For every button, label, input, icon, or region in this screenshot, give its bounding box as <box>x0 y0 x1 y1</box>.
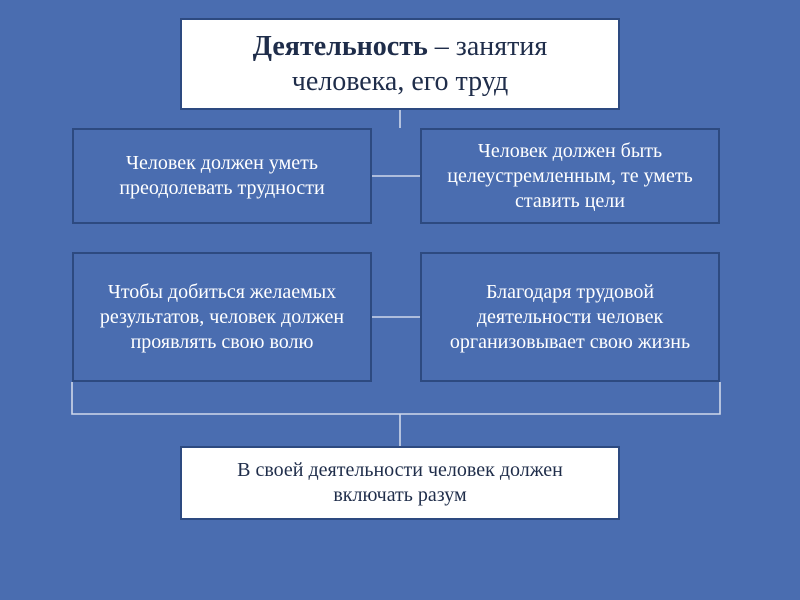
node-bottom: В своей деятельности человек должен вклю… <box>180 446 620 520</box>
node-top-left: Человек должен уметь преодолевать трудно… <box>72 128 372 224</box>
node-mid-left: Чтобы добиться желаемых результатов, чел… <box>72 252 372 382</box>
node-text: Благодаря трудовой деятельности человек … <box>436 280 704 355</box>
node-text: Чтобы добиться желаемых результатов, чел… <box>88 280 356 355</box>
diagram-canvas: Деятельность – занятия человека, его тру… <box>0 0 800 600</box>
node-top-right: Человек должен быть целеустремленным, те… <box>420 128 720 224</box>
node-text: В своей деятельности человек должен вклю… <box>196 458 604 508</box>
title-box: Деятельность – занятия человека, его тру… <box>180 18 620 110</box>
node-text: Человек должен уметь преодолевать трудно… <box>88 151 356 201</box>
title-bold: Деятельность <box>253 31 428 62</box>
node-text: Человек должен быть целеустремленным, те… <box>436 139 704 214</box>
node-mid-right: Благодаря трудовой деятельности человек … <box>420 252 720 382</box>
